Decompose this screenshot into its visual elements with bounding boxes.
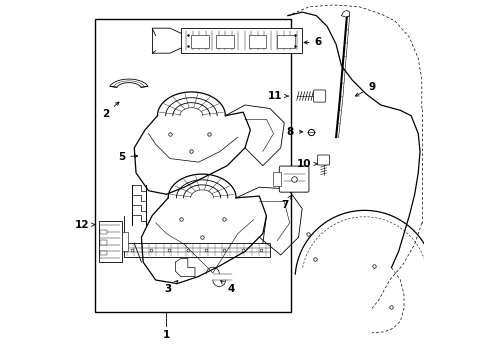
Text: 7: 7 xyxy=(281,195,292,210)
Bar xyxy=(273,172,281,186)
Bar xyxy=(100,240,107,245)
Text: 6: 6 xyxy=(304,37,322,48)
Text: 1: 1 xyxy=(163,330,170,341)
Bar xyxy=(181,28,302,53)
Text: 3: 3 xyxy=(165,281,178,294)
Bar xyxy=(217,35,234,48)
Polygon shape xyxy=(175,258,195,276)
Text: 9: 9 xyxy=(355,82,375,96)
Text: 8: 8 xyxy=(287,127,303,137)
Text: 12: 12 xyxy=(75,220,96,230)
Bar xyxy=(98,221,122,262)
Bar xyxy=(248,35,267,48)
FancyBboxPatch shape xyxy=(279,166,309,192)
Bar xyxy=(123,243,270,257)
Bar xyxy=(100,251,107,255)
Text: 5: 5 xyxy=(118,152,138,162)
Polygon shape xyxy=(342,10,350,18)
FancyBboxPatch shape xyxy=(318,155,330,165)
FancyBboxPatch shape xyxy=(314,90,326,102)
Bar xyxy=(95,19,292,312)
Text: 10: 10 xyxy=(296,159,318,169)
Text: 11: 11 xyxy=(268,91,288,101)
Text: 4: 4 xyxy=(220,280,234,294)
Bar xyxy=(100,230,107,234)
Bar xyxy=(277,35,295,48)
Bar xyxy=(122,232,128,251)
Text: 2: 2 xyxy=(102,102,119,119)
Bar xyxy=(192,35,209,48)
Polygon shape xyxy=(110,79,148,87)
